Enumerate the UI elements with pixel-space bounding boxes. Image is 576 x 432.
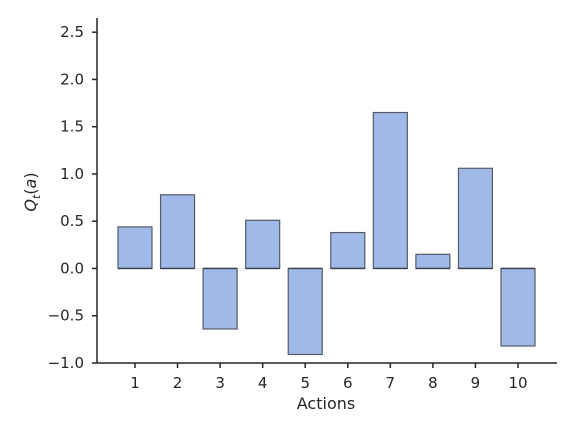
- x-axis-ticks: 1 2 3 4 5 6 7 8 9 10: [130, 363, 528, 392]
- x-tick-label: 9: [471, 374, 481, 392]
- x-tick-label: 3: [215, 374, 225, 392]
- bars: [117, 111, 536, 356]
- bar-action-4: [245, 219, 281, 270]
- x-tick-label: 7: [386, 374, 396, 392]
- bar-action-2: [159, 194, 196, 270]
- bar-action-3: [202, 267, 238, 330]
- y-tick-label: 2.5: [60, 23, 84, 41]
- x-tick-label: 5: [300, 374, 310, 392]
- y-axis-ticks: −1.0 −0.5 0.0 0.5 1.0 1.5 2.0 2.5: [48, 23, 97, 372]
- y-tick-label: 0.0: [60, 259, 84, 277]
- bar-action-8: [415, 253, 451, 270]
- bar-action-6: [330, 231, 366, 270]
- y-axis-label: Qt(a): [21, 172, 43, 211]
- x-tick-label: 4: [258, 374, 268, 392]
- bar-action-7: [372, 111, 408, 270]
- x-axis-label: Actions: [297, 394, 355, 413]
- bar-action-1: [117, 226, 153, 270]
- y-tick-label: 2.0: [60, 70, 84, 88]
- bar-action-9: [457, 167, 494, 270]
- x-tick-label: 2: [173, 374, 183, 392]
- x-tick-label: 8: [428, 374, 438, 392]
- y-tick-label: 0.5: [60, 212, 84, 230]
- x-tick-label: 6: [343, 374, 353, 392]
- bar-action-5: [287, 267, 323, 356]
- x-tick-label: 1: [130, 374, 140, 392]
- y-tick-label: −0.5: [48, 307, 84, 325]
- y-tick-label: 1.0: [60, 165, 84, 183]
- y-tick-label: 1.5: [60, 118, 84, 136]
- bar-action-10: [500, 267, 536, 347]
- x-tick-label: 10: [508, 374, 527, 392]
- y-tick-label: −1.0: [48, 354, 84, 372]
